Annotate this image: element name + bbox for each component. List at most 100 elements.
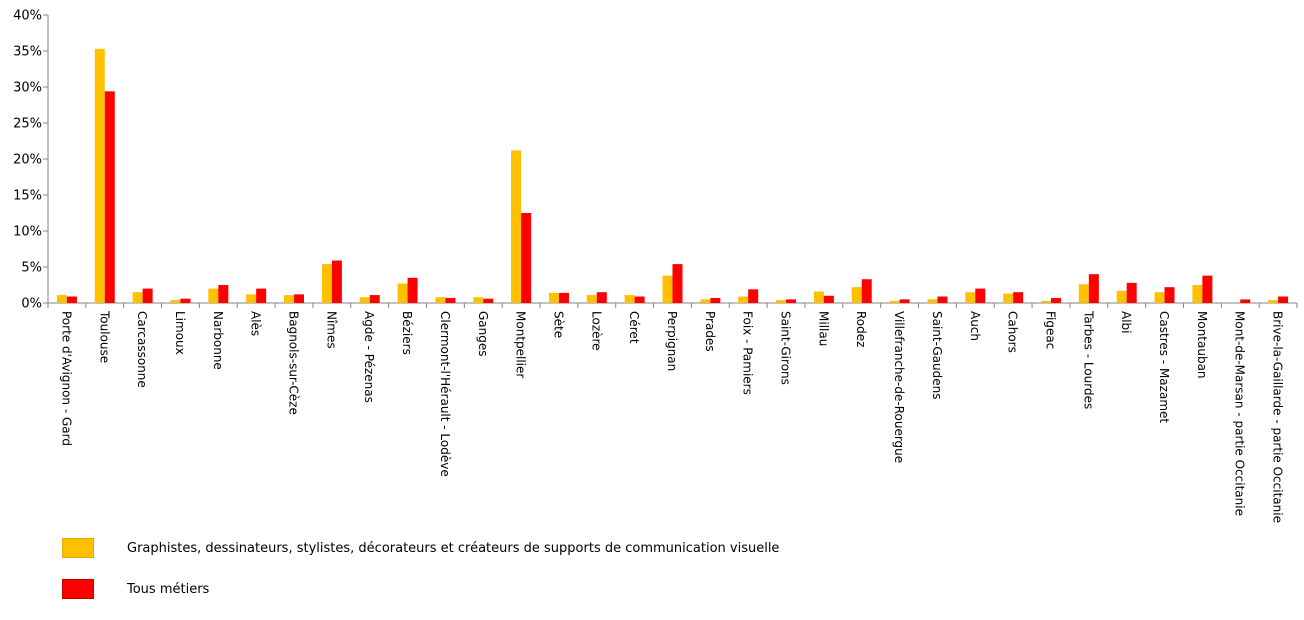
bar-graphistes-7: [321, 264, 332, 303]
bar-tous-metiers-6: [294, 294, 305, 303]
category-label: Béziers: [400, 311, 414, 355]
bar-graphistes-23: [927, 299, 938, 303]
y-tick-label: 0%: [21, 297, 42, 312]
legend-item-tous-metiers: Tous métiers: [62, 579, 779, 599]
category-label: Carcassonne: [135, 311, 149, 388]
bar-graphistes-24: [965, 292, 976, 303]
bar-tous-metiers-31: [1240, 299, 1251, 303]
bar-tous-metiers-0: [66, 296, 77, 303]
bar-tous-metiers-1: [104, 91, 115, 303]
bar-tous-metiers-5: [256, 288, 267, 303]
category-label: Mont-de-Marsan - partie Occitanie: [1233, 311, 1247, 516]
category-label: Saint-Gaudens: [930, 311, 944, 400]
y-tick-label: 5%: [21, 261, 42, 276]
bar-tous-metiers-27: [1088, 274, 1099, 303]
category-label: Ganges: [476, 311, 490, 357]
y-tick-label: 40%: [13, 9, 42, 24]
bar-graphistes-19: [776, 300, 787, 303]
bar-tous-metiers-22: [899, 299, 910, 303]
bar-graphistes-11: [473, 297, 484, 303]
x-axis: [47, 302, 1298, 308]
bar-tous-metiers-12: [521, 213, 532, 303]
bar-tous-metiers-17: [710, 297, 721, 303]
bar-graphistes-16: [662, 275, 673, 303]
legend-swatch-graphistes: [62, 538, 94, 558]
category-label: Foix - Pamiers: [741, 311, 755, 395]
bar-tous-metiers-32: [1278, 296, 1289, 303]
bar-graphistes-32: [1268, 300, 1279, 303]
category-label: Sète: [551, 311, 565, 338]
category-label: Saint-Girons: [779, 311, 793, 385]
category-label: Prades: [703, 311, 717, 352]
y-tick-label: 35%: [13, 45, 42, 60]
bar-graphistes-8: [359, 297, 370, 303]
bar-tous-metiers-11: [483, 298, 494, 303]
bar-graphistes-6: [284, 295, 295, 303]
bar-graphistes-30: [1192, 285, 1203, 303]
bar-graphistes-20: [813, 291, 824, 303]
bar-tous-metiers-3: [180, 298, 191, 303]
bar-graphistes-27: [1078, 284, 1089, 303]
bar-tous-metiers-13: [558, 292, 569, 303]
category-label: Montpellier: [514, 311, 528, 378]
legend-swatch-tous-metiers: [62, 579, 94, 599]
category-label: Auch: [968, 311, 982, 341]
bar-graphistes-21: [851, 287, 862, 303]
bar-tous-metiers-2: [142, 288, 153, 303]
bar-tous-metiers-14: [596, 292, 607, 303]
category-label: Brive-la-Gaillarde - partie Occitanie: [1271, 311, 1285, 523]
category-label: Villefranche-de-Rouergue: [892, 311, 906, 463]
bar-tous-metiers-23: [937, 296, 948, 303]
category-label: Narbonne: [211, 311, 225, 370]
bar-graphistes-4: [208, 288, 219, 303]
bar-tous-metiers-16: [672, 264, 683, 303]
bar-tous-metiers-24: [975, 288, 986, 303]
bar-tous-metiers-18: [748, 289, 759, 303]
category-label: Perpignan: [665, 311, 679, 371]
bar-graphistes-28: [1116, 290, 1127, 303]
legend-label-graphistes: Graphistes, dessinateurs, stylistes, déc…: [127, 540, 780, 556]
category-label: Millau: [816, 311, 830, 346]
category-label: Limoux: [173, 311, 187, 355]
bar-tous-metiers-15: [634, 296, 645, 303]
category-label: Montauban: [1195, 311, 1209, 379]
category-label: Toulouse: [97, 310, 111, 363]
category-label: Cahors: [1006, 311, 1020, 353]
y-tick-label: 15%: [13, 189, 42, 204]
bar-tous-metiers-25: [1013, 292, 1024, 303]
bar-graphistes-25: [1003, 293, 1014, 303]
bar-graphistes-26: [1040, 300, 1051, 303]
bar-tous-metiers-28: [1126, 282, 1137, 303]
bar-graphistes-9: [397, 283, 408, 303]
category-label: Rodez: [854, 311, 868, 347]
bar-tous-metiers-21: [861, 279, 872, 303]
bar-tous-metiers-29: [1164, 287, 1175, 303]
category-label: Figeac: [1043, 311, 1057, 349]
bar-graphistes-1: [94, 48, 105, 304]
category-label: Nîmes: [324, 311, 338, 349]
bar-graphistes-29: [1154, 292, 1165, 303]
bar-tous-metiers-10: [445, 297, 456, 303]
category-label: Lozère: [589, 311, 603, 351]
bar-graphistes-22: [889, 300, 900, 303]
bar-tous-metiers-9: [407, 277, 418, 303]
bar-tous-metiers-26: [1050, 297, 1061, 303]
category-label: Agde - Pézenas: [362, 311, 376, 403]
category-label: Albi: [1119, 311, 1133, 334]
bar-graphistes-12: [511, 150, 522, 303]
category-label: Céret: [627, 311, 641, 344]
bar-tous-metiers-4: [218, 285, 229, 303]
bar-graphistes-2: [132, 292, 143, 303]
y-axis: 0% 5% 10% 15% 20% 25% 30% 35% 40%: [13, 9, 49, 312]
category-label: Clermont-l'Hérault - Lodève: [438, 311, 452, 477]
bar-tous-metiers-20: [823, 295, 834, 303]
bar-graphistes-14: [586, 295, 597, 303]
bar-graphistes-3: [170, 300, 181, 303]
bars: [56, 48, 1289, 304]
bar-tous-metiers-19: [786, 299, 797, 303]
bar-chart: 0% 5% 10% 15% 20% 25% 30% 35% 40% Porte d'Avigno…: [13, 9, 1298, 523]
legend: Graphistes, dessinateurs, stylistes, déc…: [62, 538, 779, 620]
category-label: Castres - Mazamet: [1157, 311, 1171, 423]
category-label: Alès: [249, 311, 263, 336]
y-tick-label: 30%: [13, 81, 42, 96]
